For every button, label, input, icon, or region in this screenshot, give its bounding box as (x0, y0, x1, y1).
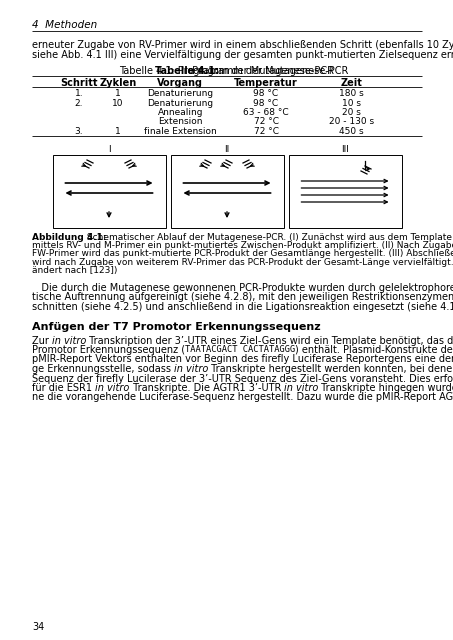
Text: tische Auftrennung aufgereinigt (siehe 4.2.8), mit den jeweiligen Restriktionsen: tische Auftrennung aufgereinigt (siehe 4… (32, 292, 453, 303)
Text: Die durch die Mutagenese gewonnenen PCR-Produkte wurden durch gelelektrophore-: Die durch die Mutagenese gewonnenen PCR-… (32, 283, 453, 293)
Text: Transkripte hergestellt werden konnten, bei denen die: Transkripte hergestellt werden konnten, … (208, 364, 453, 374)
Text: 72 °C: 72 °C (254, 127, 279, 136)
Text: 1: 1 (115, 89, 120, 98)
Text: in vitro: in vitro (52, 335, 87, 346)
Text: siehe Abb. 4.1 III) eine Vervielfältigung der gesamten punkt-mutierten Zielseque: siehe Abb. 4.1 III) eine Vervielfältigun… (32, 50, 453, 60)
Text: 4  Methoden: 4 Methoden (32, 20, 97, 30)
Text: Tabelle 4.1: Programm der Mutagenese-PCR: Tabelle 4.1: Programm der Mutagenese-PCR (120, 66, 334, 76)
Text: 63 - 68 °C: 63 - 68 °C (243, 108, 289, 117)
Text: Schematischer Ablauf der Mutagenese-PCR. (I) Zunächst wird aus dem Template: Schematischer Ablauf der Mutagenese-PCR.… (84, 232, 452, 241)
Text: 98 °C: 98 °C (253, 89, 279, 98)
Text: Extension: Extension (158, 118, 202, 127)
Text: Anfügen der T7 Promotor Erkennungssequenz: Anfügen der T7 Promotor Erkennungssequen… (32, 321, 321, 332)
Bar (53, 154, 165, 227)
Text: mittels RV- und M-Primer ein punkt-mutiertes Zwischen-Produkt amplifiziert. (II): mittels RV- und M-Primer ein punkt-mutie… (32, 241, 453, 250)
Bar (289, 154, 401, 227)
Text: 72 °C: 72 °C (254, 118, 279, 127)
Text: Programm der Mutagenese-PCR: Programm der Mutagenese-PCR (189, 66, 348, 76)
Text: 2.: 2. (75, 99, 83, 108)
Text: Zur: Zur (32, 335, 52, 346)
Text: Temperatur: Temperatur (234, 78, 298, 88)
Text: 20 - 130 s: 20 - 130 s (329, 118, 374, 127)
Text: in vitro: in vitro (95, 383, 130, 393)
Text: Transkription der 3’-UTR eines Ziel-Gens wird ein Template benötigt, das die T7: Transkription der 3’-UTR eines Ziel-Gens… (87, 335, 453, 346)
Text: 34: 34 (32, 622, 44, 632)
Text: I: I (108, 145, 111, 154)
Text: Sequenz der firefly Lucilerase der 3’-UTR Sequenz des Ziel-Gens voransteht. Dies: Sequenz der firefly Lucilerase der 3’-UT… (32, 374, 453, 383)
Text: ne die vorangehende Luciferase-Sequenz hergestellt. Dazu wurde die pMIR-Report A: ne die vorangehende Luciferase-Sequenz h… (32, 392, 453, 403)
Text: Vorgang: Vorgang (157, 78, 203, 88)
Text: Annealing: Annealing (158, 108, 203, 117)
Text: 1: 1 (115, 127, 120, 136)
Text: 98 °C: 98 °C (253, 99, 279, 108)
Text: III: III (341, 145, 349, 154)
Text: Zyklen: Zyklen (99, 78, 136, 88)
Text: Promotor Erkennungssequenz (: Promotor Erkennungssequenz ( (32, 345, 185, 355)
Text: in vitro: in vitro (284, 383, 318, 393)
Text: 3.: 3. (74, 127, 83, 136)
Text: ) enthält. Plasmid-Konstrukte des: ) enthält. Plasmid-Konstrukte des (295, 345, 453, 355)
Text: 20 s: 20 s (342, 108, 361, 117)
Text: pMIR-Report Vektors enthalten vor Beginn des firefly Luciferase Reportergens ein: pMIR-Report Vektors enthalten vor Beginn… (32, 355, 453, 365)
Text: schnitten (siehe 4.2.5) und anschließend in die Ligationsreaktion eingesetzt (si: schnitten (siehe 4.2.5) und anschließend… (32, 302, 453, 312)
Text: Denaturierung: Denaturierung (147, 99, 213, 108)
Bar (170, 154, 284, 227)
Text: 180 s: 180 s (339, 89, 364, 98)
Text: Zeit: Zeit (341, 78, 363, 88)
Text: TAATACGACT CACTATAGGG: TAATACGACT CACTATAGGG (185, 345, 295, 354)
Text: finale Extension: finale Extension (144, 127, 217, 136)
Text: FW-Primer wird das punkt-mutierte PCR-Produkt der Gesamtlänge hergestellt. (III): FW-Primer wird das punkt-mutierte PCR-Pr… (32, 250, 453, 259)
Text: 10: 10 (112, 99, 124, 108)
Text: Schritt: Schritt (60, 78, 97, 88)
Text: Transkripte. Die AGTR1 3’-UTR: Transkripte. Die AGTR1 3’-UTR (130, 383, 284, 393)
Text: 10 s: 10 s (342, 99, 361, 108)
Text: erneuter Zugabe von RV-Primer wird in einem abschließenden Schritt (ebenfalls 10: erneuter Zugabe von RV-Primer wird in ei… (32, 40, 453, 50)
Text: ändert nach [123]): ändert nach [123]) (32, 266, 117, 275)
Text: wird nach Zugabe von weiterem RV-Primer das PCR-Produkt der Gesamt-Länge verviel: wird nach Zugabe von weiterem RV-Primer … (32, 258, 453, 267)
Text: Tabelle 4.1:: Tabelle 4.1: (155, 66, 219, 76)
Text: für die ESR1: für die ESR1 (32, 383, 95, 393)
Text: Denaturierung: Denaturierung (147, 89, 213, 98)
Text: II: II (224, 145, 230, 154)
Text: in vitro: in vitro (174, 364, 208, 374)
Text: Transkripte hingegen wurden oh-: Transkripte hingegen wurden oh- (318, 383, 453, 393)
Text: ge Erkennungsstelle, sodass: ge Erkennungsstelle, sodass (32, 364, 174, 374)
Text: 1.: 1. (74, 89, 83, 98)
Text: 450 s: 450 s (339, 127, 364, 136)
Text: Abbildung 4.1:: Abbildung 4.1: (32, 232, 106, 241)
